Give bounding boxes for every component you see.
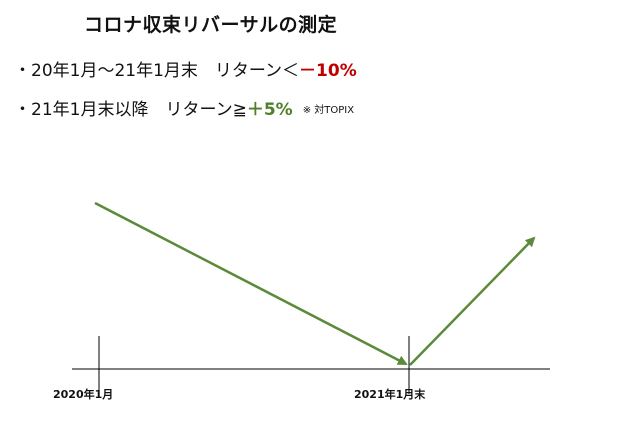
rule-2-threshold: ＋5%: [246, 100, 293, 120]
decline-arrow: [94, 201, 408, 366]
page-title: コロナ収束リバーサルの測定: [84, 14, 338, 36]
x-label-start: 2020年1月: [53, 388, 114, 401]
rebound-arrow: [409, 236, 536, 366]
x-label-end: 2021年1月末: [354, 388, 426, 401]
rule-1-bullet: ・: [14, 61, 31, 81]
rule-1-text: 20年1月～21年1月末 リターン＜: [31, 61, 300, 81]
rule-1-threshold: －10%: [299, 61, 357, 81]
rule-2-bullet: ・: [14, 100, 31, 120]
rule-2-note: ※ 対TOPIX: [302, 105, 355, 116]
rule-2: ・21年1月末以降 リターン≧＋5% ※ 対TOPIX: [14, 95, 354, 120]
rule-2-text: 21年1月末以降 リターン≧: [31, 100, 247, 120]
rule-1: ・20年1月～21年1月末 リターン＜－10%: [14, 56, 357, 81]
